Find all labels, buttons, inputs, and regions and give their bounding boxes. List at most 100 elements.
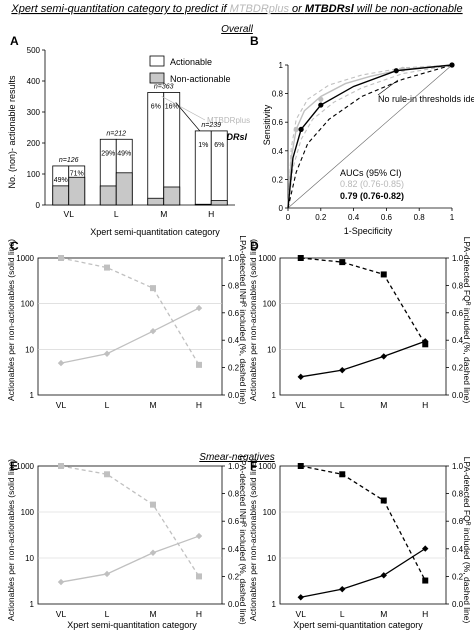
panel-f-xtick-L: L (340, 609, 345, 619)
panel-e-marker-diamond-0 (57, 578, 65, 586)
panel-letter-b: B (250, 34, 259, 48)
panel-d-marker-square-3 (422, 341, 429, 348)
panel-c-chart: 1 10 100 1000 0.0 0.2 0.4 0.6 0.8 1.0 VL L M H (16, 254, 239, 410)
panel-c-xtick-L: L (105, 400, 110, 410)
auc-mtbdrplus: 0.82 (0.76-0.85) (340, 179, 404, 189)
auc-mtbdrsl: 0.79 (0.76-0.82) (340, 191, 404, 201)
panel-c-marker-diamond-2 (149, 327, 157, 335)
legend-nonactionable-swatch (149, 72, 165, 84)
panel-c-marker-square-1 (104, 264, 110, 271)
panel-letter-a: A (10, 34, 19, 48)
panel-a-ytick-label-5: 500 (27, 46, 41, 55)
panel-b-xlabel: 1-Specificity (344, 226, 393, 236)
panel-e-marker-square-3 (196, 573, 202, 580)
panel-e-ytick-left-2: 100 (21, 508, 35, 517)
panel-c-yright: LPA-detected INHᴿ included (%, dashed li… (238, 235, 248, 405)
panel-b-marker-3-1 (318, 102, 324, 108)
panel-e-ytick-right-1: 0.2 (228, 572, 240, 581)
panel-b-ytick-label-3: 0.6 (272, 118, 284, 127)
panel-f-ytick-right-0: 0.0 (452, 600, 464, 609)
panel-f-line-0 (300, 548, 426, 598)
panel-d-chart: 1 10 100 1000 0.0 0.2 0.4 0.6 0.8 1.0 VL L M H (258, 254, 463, 410)
panel-e-yleft: Actionables per non-actionables (solid l… (6, 459, 16, 621)
panel-d-ytick-right-4: 0.8 (452, 281, 464, 290)
panel-b-marker-3-0 (298, 126, 304, 132)
panel-e-marker-square-2 (150, 501, 156, 508)
panel-f-ytick-right-2: 0.4 (452, 545, 464, 554)
panel-f-marker-diamond-0 (297, 594, 304, 601)
panel-a-ylabel: No. (non)- actionable results (7, 75, 17, 189)
panel-f-ytick-right-4: 0.8 (452, 490, 464, 499)
panel-d-line-0 (300, 340, 426, 378)
panel-d-xtick-L: L (340, 400, 345, 410)
panel-d-xtick-M: M (380, 400, 387, 410)
panel-e-frame (37, 465, 223, 605)
panel-d-ytick-left-3: 1000 (258, 254, 276, 263)
panel-f-ytick-left-0: 1 (272, 600, 277, 609)
panel-d-yleft: Actionables per non-actionables (solid l… (248, 239, 258, 401)
panel-d-frame (279, 257, 447, 396)
panel-e-ytick-right-0: 0.0 (228, 600, 240, 609)
panel-f-yright: LPA-detected FQᴿ included (%, dashed lin… (462, 457, 472, 624)
panel-d-ytick-right-1: 0.2 (452, 364, 464, 373)
panel-a-xtick-M: M (160, 209, 167, 219)
panel-e-marker-diamond-3 (195, 532, 203, 540)
panel-letter-c: C (10, 239, 19, 253)
title-part-1: Xpert semi-quantitation category to pred… (10, 3, 229, 15)
panel-a-pct-VL-sl: 71% (70, 170, 84, 177)
overall-label: Overall (221, 24, 253, 35)
panel-e-ytick-left-3: 1000 (16, 462, 34, 471)
panel-c-ytick-right-2: 0.4 (228, 336, 240, 345)
panel-b-xtick-label-3: 0.6 (381, 213, 393, 222)
panel-a-ytick-label-4: 400 (27, 77, 41, 86)
panel-a-n-VL: n=126 (59, 157, 79, 164)
panel-e-xtick-L: L (105, 609, 110, 619)
panel-a-ytick-label-1: 100 (27, 170, 41, 179)
legend-actionable-swatch (149, 55, 165, 67)
panel-b-ytick-label-2: 0.4 (272, 147, 284, 156)
panel-c-yleft: Actionables per non-actionables (solid l… (6, 239, 16, 401)
panel-b-ytick-label-4: 0.8 (272, 90, 284, 99)
panel-d-ytick-left-2: 100 (263, 300, 277, 309)
panel-a-bar-M-plus-nonactionable (147, 197, 165, 206)
panel-a-pct-M-plus: 6% (151, 103, 161, 110)
panel-b-note: No rule-in thresholds identified (378, 94, 474, 104)
panel-b-series-4 (287, 64, 453, 209)
panel-d-marker-square-1 (339, 259, 346, 266)
panel-c-marker-diamond-1 (103, 350, 111, 357)
panel-a-n-L: n=212 (106, 130, 126, 137)
panel-f-chart: 1 10 100 1000 0.0 0.2 0.4 0.6 0.8 1.0 VL L M H (258, 462, 463, 619)
panel-b-xtick-label-0: 0 (286, 213, 291, 222)
smear-negatives-label: Smear-negatives (199, 452, 274, 463)
panel-a-bar-M-sl-nonactionable (163, 186, 181, 206)
panel-f-ytick-right-3: 0.6 (452, 517, 464, 526)
panel-b-ytick-label-1: 0.2 (272, 175, 284, 184)
panel-a-bar-H-sl-nonactionable (210, 200, 228, 206)
title-part-plus: MTBDRplus (230, 3, 290, 15)
panel-d-marker-square-2 (380, 271, 387, 278)
panel-f-xtick-M: M (380, 609, 387, 619)
title-part-sl: MTBDRsl (305, 3, 355, 15)
panel-a-xtick-L: L (114, 209, 119, 219)
panel-f-line-1 (300, 465, 426, 581)
panel-d-ytick-right-0: 0.0 (452, 391, 464, 400)
panel-d-marker-square-0 (297, 255, 304, 261)
title-part-3: will be non-actionable (354, 3, 463, 15)
panel-e-chart: 1 10 100 1000 0.0 0.2 0.4 0.6 0.8 1.0 VL L M H (16, 462, 239, 619)
panel-c-line-1 (60, 257, 200, 366)
legend-nonactionable-label: Non-actionable (170, 74, 231, 84)
panel-c-ytick-right-5: 1.0 (228, 254, 240, 263)
panel-c-ytick-left-0: 1 (30, 391, 35, 400)
panel-c-ytick-left-3: 1000 (16, 254, 34, 263)
panel-f-marker-square-2 (380, 497, 387, 504)
panel-a-leader-plus (161, 96, 206, 121)
panel-b-marker-3-2 (393, 68, 399, 74)
panel-c-ytick-right-1: 0.2 (228, 364, 240, 373)
panel-e-yright: LPA-detected INHᴿ included (%, dashed li… (238, 455, 248, 625)
panel-d-xtick-H: H (422, 400, 428, 410)
panel-b-series-2 (287, 64, 453, 209)
panel-f-ytick-right-5: 1.0 (452, 462, 464, 471)
panel-e-xlabel: Xpert semi-quantitation category (67, 620, 197, 630)
panel-a-pct-H-sl: 6% (214, 142, 224, 149)
panel-a-bar-L-sl-nonactionable (115, 172, 133, 206)
